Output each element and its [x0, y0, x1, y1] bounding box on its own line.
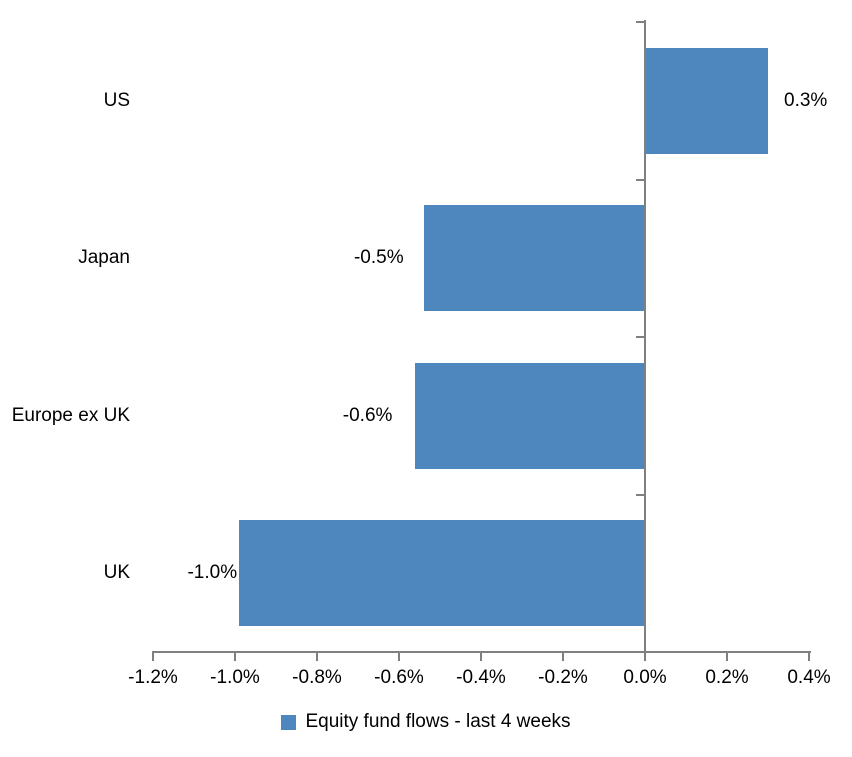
x-tick-label: -1.0% [210, 667, 260, 688]
legend: Equity fund flows - last 4 weeks [0, 707, 852, 737]
x-tick-label: -0.8% [292, 667, 342, 688]
legend-swatch-icon [281, 714, 297, 730]
bar-us [645, 47, 768, 154]
legend-label: Equity fund flows - last 4 weeks [305, 711, 571, 732]
bar-data-label: -1.0% [187, 562, 238, 584]
y-axis-line [644, 20, 646, 652]
bar-japan [423, 205, 645, 312]
x-axis-line [152, 651, 811, 653]
x-tick-label: -0.6% [374, 667, 424, 688]
y-axis-tick [636, 178, 644, 181]
category-label: Japan [78, 247, 130, 269]
x-axis-tick [726, 653, 728, 661]
x-tick-label: -0.2% [538, 667, 588, 688]
bar-data-label: -0.5% [353, 247, 404, 269]
x-tick-label: 0.2% [705, 667, 749, 688]
x-axis-tick [398, 653, 400, 661]
x-tick-label: -1.2% [128, 667, 178, 688]
x-axis-tick [562, 653, 564, 661]
bar-data-label: -0.6% [342, 404, 393, 426]
y-axis-tick [636, 21, 644, 23]
bar-europe-ex-uk [415, 362, 645, 469]
x-axis-tick [480, 653, 482, 661]
category-label: Europe ex UK [11, 404, 130, 426]
y-axis-tick [636, 336, 644, 338]
x-tick-label: 0.4% [787, 667, 831, 688]
x-axis-tick [234, 653, 236, 661]
category-label: UK [103, 562, 130, 584]
x-axis-tick [316, 653, 318, 661]
y-axis-tick [636, 493, 644, 496]
category-label: US [103, 89, 130, 111]
x-tick-label: -0.4% [456, 667, 506, 688]
x-tick-label: 0.0% [623, 667, 667, 688]
x-axis-tick [644, 653, 646, 661]
bar-uk [239, 520, 645, 627]
x-axis-tick [808, 653, 810, 661]
bar-data-label: 0.3% [784, 89, 828, 111]
x-axis-tick [152, 653, 154, 661]
